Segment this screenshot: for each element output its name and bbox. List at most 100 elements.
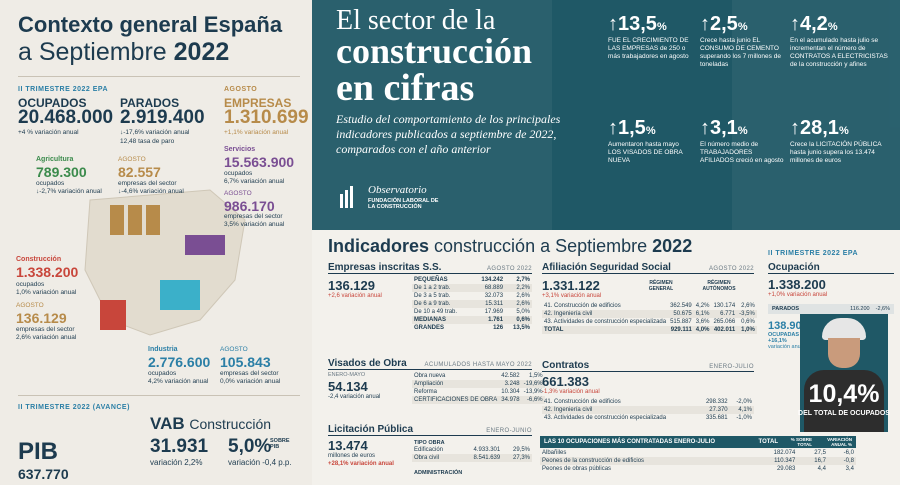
table-cell: 2,7% xyxy=(516,277,530,283)
parados-strip: PARADOS 116.200 -2,6% xyxy=(768,304,894,314)
table-row: Edificación 4.933.301 29,5% xyxy=(412,446,532,454)
table-cell: 2,2% xyxy=(516,285,530,291)
table-cell: 0,6% xyxy=(516,317,530,323)
stat-desc: El número medio de TRABAJADORES AFILIADO… xyxy=(700,141,784,165)
cons-variation: 1,0% variación anual xyxy=(16,289,77,296)
cons-emp-sub: empresas del sector xyxy=(16,326,75,333)
cons-sub: ocupados xyxy=(16,281,45,288)
table-row: CERTIFICACIONES DE OBRA 34.978 -6,6% xyxy=(412,396,545,404)
context-title-prefix: a Septiembre xyxy=(18,38,174,66)
serv-value: 15.563.900 xyxy=(224,154,295,170)
women-pct-value: 10,4 xyxy=(808,380,858,408)
vab-title: VAB xyxy=(150,414,185,433)
table-cell: 68.889 xyxy=(484,285,504,291)
divider xyxy=(18,76,300,77)
table-cell: 4,0% xyxy=(695,327,710,333)
table-cell: 15.311 xyxy=(485,301,504,307)
table-cell: 42. Ingeniería civil xyxy=(544,407,593,413)
vab-value: 31.931 xyxy=(150,436,209,457)
stat-value: 3,1 xyxy=(710,117,738,139)
ocupacion-section: Ocupación 1.338.200 +1,0% variación anua… xyxy=(768,262,894,298)
table-row: 41. Construcción de edificios 362.549 4,2%… xyxy=(542,302,757,310)
licitacion-head: TIPO OBRA xyxy=(414,440,445,446)
agri-emp-date: AGOSTO xyxy=(118,156,146,163)
banner-title-line3: en cifras xyxy=(336,67,475,109)
table-cell: 32.073 xyxy=(484,293,504,299)
empresas-section: Empresas inscritas S.S. AGOSTO 2022 136.… xyxy=(328,262,532,331)
epa-right-label: II TRIMESTRE 2022 EPA xyxy=(768,250,859,257)
table-cell: 2,6% xyxy=(516,293,530,299)
table-cell: -6,0 xyxy=(843,450,854,456)
table-cell: MEDIANAS xyxy=(414,317,447,323)
table-cell: -1,0% xyxy=(736,415,752,421)
empresas-total: 136.129 xyxy=(328,278,375,293)
epa-label: II TRIMESTRE 2022 EPA xyxy=(18,86,109,93)
table-row: TOTAL 929.111 4,0% 402.011 1,0% xyxy=(542,326,757,334)
licitacion-section-date: ENERO-JUNIO xyxy=(486,428,532,434)
parados-rate: 12,48 tasa de paro xyxy=(120,138,175,145)
table-cell: 515.887 xyxy=(670,319,692,325)
share-variation: variación -0,4 p.p. xyxy=(228,458,292,467)
table-cell: 6,1% xyxy=(695,311,710,317)
occupations-table: Albañiles 182.074 27,5 -6,0 Peones de la con… xyxy=(540,449,856,473)
pib-value: 637.770 xyxy=(18,466,69,482)
ocupacion-total-var: +1,0% variación anual xyxy=(768,292,828,298)
afiliacion-table: 41. Construcción de edificios 362.549 4,2%… xyxy=(542,302,757,334)
avance-label: II TRIMESTRE 2022 (AVANCE) xyxy=(18,404,130,411)
serv-emp-variation: 3,5% variación anual xyxy=(224,221,285,228)
visados-total: 54.134 xyxy=(328,379,368,394)
women-var: +16,1% xyxy=(768,338,787,344)
arrow-up-icon: ↑ xyxy=(700,13,710,35)
table-row: De 6 a 9 trab. 15.311 2,6% xyxy=(412,300,532,308)
table-cell: Peones de obras públicas xyxy=(542,466,612,472)
table-cell: 5,0% xyxy=(516,309,530,315)
empresas-label: EMPRESAS xyxy=(224,96,292,110)
table-cell: 1,0% xyxy=(741,327,755,333)
hero-banner: El sector de la construcción en cifras E… xyxy=(312,0,900,230)
women-sub: variación anual xyxy=(768,344,805,350)
ind-sub: ocupados xyxy=(148,370,177,377)
table-cell: 126 xyxy=(493,325,504,331)
worker-photo xyxy=(800,314,888,432)
table-cell: 2,6% xyxy=(741,303,755,309)
cons-value: 1.338.200 xyxy=(16,264,79,280)
contratos-section-date: ENERO-JULIO xyxy=(709,364,754,370)
ind-emp-variation: 0,0% variación anual xyxy=(220,378,281,385)
empresas-section-date: AGOSTO 2022 xyxy=(487,266,532,272)
table-row: Albañiles 182.074 27,5 -6,0 xyxy=(540,449,856,457)
afiliacion-head-general: RÉGIMEN GENERAL xyxy=(648,280,674,292)
ind-variation: 4,2% variación anual xyxy=(148,378,209,385)
table-cell: 265.066 xyxy=(713,319,736,325)
stat-desc: Crece hasta junio EL CONSUMO DE CEMENTO … xyxy=(700,37,781,69)
afiliacion-total-var: +3,1% variación anual xyxy=(542,293,602,299)
stat-visados: ↑1,5% Aumentaron hasta mayo LOS VISADOS … xyxy=(608,118,692,165)
table-cell: 134.242 xyxy=(481,277,504,283)
table-cell: 335.681 xyxy=(705,415,728,421)
contratos-table: 41. Construcción de edificios 298.332 -2,0… xyxy=(542,398,754,422)
context-title-line1: Contexto general España xyxy=(18,12,283,37)
table-cell: -3,5% xyxy=(739,311,755,317)
ind-emp-sub: empresas del sector xyxy=(220,370,279,377)
stat-value: 2,5 xyxy=(710,13,738,35)
table-cell: 43. Actividades de construcción especial… xyxy=(544,415,667,421)
serv-emp-value: 986.170 xyxy=(224,198,275,214)
table-row: Ampliación 3.248 -19,6% xyxy=(412,380,545,388)
afiliacion-section-date: AGOSTO 2022 xyxy=(709,266,754,272)
afiliacion-section-title: Afiliación Seguridad Social xyxy=(542,262,671,273)
occupations-col-var: VARIACIÓN ANUAL % xyxy=(827,437,852,447)
agri-value: 789.300 xyxy=(36,164,87,180)
contratos-total-var: -1,3% variación anual xyxy=(542,389,600,395)
contratos-total: 661.383 xyxy=(542,374,589,389)
afiliacion-total: 1.331.122 xyxy=(542,278,600,293)
licitacion-unit: millones de euros xyxy=(328,453,376,459)
table-cell: 29.083 xyxy=(776,466,796,472)
visados-total-var: -2,4 variación anual xyxy=(328,394,381,400)
cons-emp-value: 136.129 xyxy=(16,310,67,326)
table-cell: Edificación xyxy=(414,447,444,453)
stat-empresas: ↑13,5% FUE EL CRECIMIENTO DE LAS EMPRESA… xyxy=(608,14,692,61)
stat-desc: En el acumulado hasta julio se increment… xyxy=(790,37,888,69)
table-cell: 42. Ingeniería civil xyxy=(544,311,593,317)
agri-emp-sub: empresas del sector xyxy=(118,180,177,187)
table-cell: Ampliación xyxy=(414,381,444,387)
licitacion-section: Licitación Pública ENERO-JUNIO 13.474 mi… xyxy=(328,424,532,476)
